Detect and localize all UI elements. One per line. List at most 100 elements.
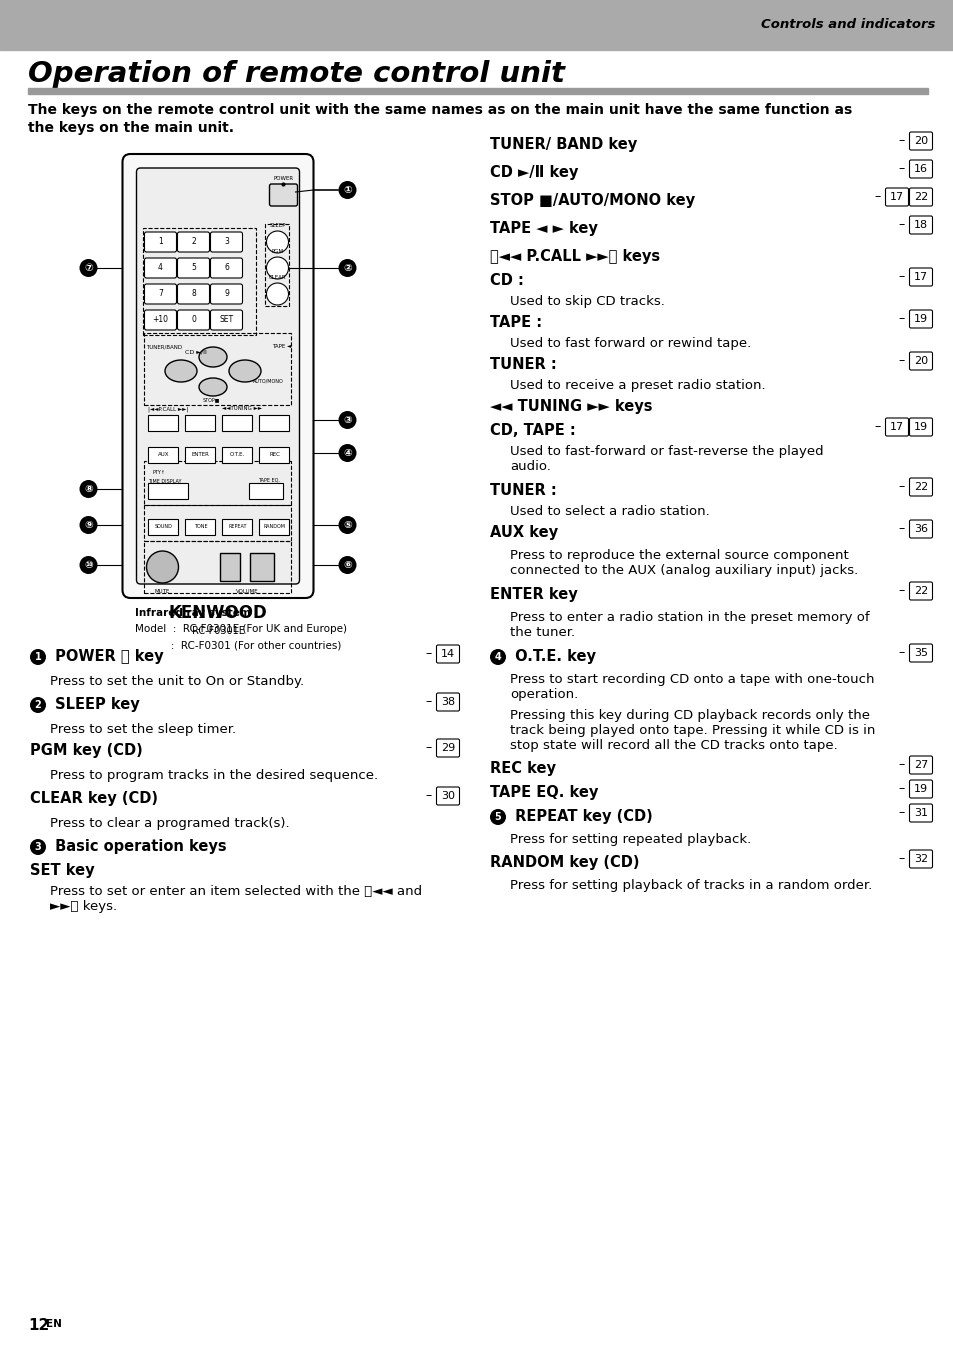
Text: PTY↑: PTY↑ [152,470,165,475]
Bar [28,88,927,95]
Text: 4: 4 [494,652,501,662]
FancyBboxPatch shape [884,188,907,206]
Text: Used to receive a preset radio station.: Used to receive a preset radio station. [510,379,765,392]
Text: 19: 19 [913,784,927,794]
Text: Press to clear a programed track(s).: Press to clear a programed track(s). [50,817,290,830]
FancyBboxPatch shape [908,160,931,178]
FancyBboxPatch shape [144,233,176,251]
Text: –: – [425,648,432,661]
Text: 31: 31 [913,808,927,818]
Text: –: – [425,741,432,754]
Text: AUX: AUX [157,453,169,457]
Text: –: – [425,695,432,708]
Text: EN: EN [46,1320,62,1329]
Circle shape [338,443,356,462]
Circle shape [338,260,356,277]
Text: TONE: TONE [193,525,207,530]
Circle shape [338,556,356,575]
FancyBboxPatch shape [177,284,210,304]
Text: KENWOOD: KENWOOD [169,604,267,622]
Text: O.T.E.: O.T.E. [230,453,245,457]
Text: 35: 35 [913,648,927,658]
Text: ⑩: ⑩ [84,560,92,571]
Text: TAPE EQ. key: TAPE EQ. key [490,786,598,800]
Text: CLEAR key (CD): CLEAR key (CD) [30,791,158,806]
Bar [259,415,289,431]
FancyBboxPatch shape [436,787,459,804]
Text: 4: 4 [158,264,163,273]
Text: O.T.E. key: O.T.E. key [510,649,596,664]
Text: Model  :  RC-F0301E (For UK and Europe): Model : RC-F0301E (For UK and Europe) [135,625,347,634]
Text: –: – [874,420,880,434]
Bar [0,0,953,50]
Bar [222,519,253,535]
Text: Press to set the unit to On or Standby.: Press to set the unit to On or Standby. [50,675,304,688]
Text: CD, TAPE :: CD, TAPE : [490,423,576,438]
Circle shape [79,480,97,498]
Text: Used to fast-forward or fast-reverse the played
audio.: Used to fast-forward or fast-reverse the… [510,445,822,473]
Text: 6: 6 [224,264,229,273]
Text: 36: 36 [913,525,927,534]
Text: Pressing this key during CD playback records only the
track being played onto ta: Pressing this key during CD playback rec… [510,708,875,752]
FancyBboxPatch shape [436,645,459,662]
FancyBboxPatch shape [908,850,931,868]
Text: Used to skip CD tracks.: Used to skip CD tracks. [510,295,664,308]
Text: –: – [898,354,904,368]
FancyBboxPatch shape [884,418,907,435]
Bar [144,333,292,406]
FancyBboxPatch shape [908,581,931,600]
FancyBboxPatch shape [144,258,176,279]
Text: RANDOM key (CD): RANDOM key (CD) [490,854,639,869]
Text: CLEAR: CLEAR [269,274,286,280]
Text: Press to set the sleep timer.: Press to set the sleep timer. [50,723,236,735]
Text: 2: 2 [191,238,195,246]
FancyBboxPatch shape [177,310,210,330]
Polygon shape [220,553,240,581]
Text: :  RC-F0301 (For other countries): : RC-F0301 (For other countries) [135,639,341,650]
Bar [259,448,289,462]
Text: –: – [898,162,904,176]
FancyBboxPatch shape [908,352,931,370]
Circle shape [79,516,97,534]
Text: AUTO/MONO: AUTO/MONO [253,379,283,384]
Text: 22: 22 [913,192,927,201]
Text: 17: 17 [913,272,927,283]
Bar [149,483,189,499]
Polygon shape [250,553,274,581]
Text: RC-F0301E: RC-F0301E [192,626,244,635]
Bar [144,506,292,541]
Text: TIME DISPLAY: TIME DISPLAY [149,479,182,484]
Ellipse shape [199,379,227,396]
Text: RANDOM: RANDOM [263,525,285,530]
Text: –: – [898,853,904,865]
Circle shape [266,283,288,306]
Text: –: – [898,312,904,326]
Text: TUNER :: TUNER : [490,483,557,498]
Text: SET key: SET key [30,863,94,877]
FancyBboxPatch shape [908,521,931,538]
Text: 22: 22 [913,585,927,596]
Bar [149,519,178,535]
Text: –: – [898,783,904,795]
Text: REPEAT key (CD): REPEAT key (CD) [510,808,652,823]
FancyBboxPatch shape [122,154,314,598]
Text: TUNER/ BAND key: TUNER/ BAND key [490,137,637,151]
Bar [149,448,178,462]
Text: ④: ④ [343,448,352,458]
FancyBboxPatch shape [144,310,176,330]
FancyBboxPatch shape [211,284,242,304]
FancyBboxPatch shape [908,216,931,234]
Text: ⑧: ⑧ [84,484,92,493]
Text: TUNER :: TUNER : [490,357,557,372]
Text: Press to program tracks in the desired sequence.: Press to program tracks in the desired s… [50,769,377,781]
Text: 2: 2 [34,700,41,710]
Text: 1: 1 [34,652,41,662]
FancyBboxPatch shape [211,258,242,279]
FancyBboxPatch shape [908,188,931,206]
Text: Controls and indicators: Controls and indicators [760,19,934,31]
Text: –: – [425,790,432,803]
Text: REC key: REC key [490,761,556,776]
FancyBboxPatch shape [908,418,931,435]
Text: 19: 19 [913,422,927,433]
Text: AUX key: AUX key [490,525,558,539]
